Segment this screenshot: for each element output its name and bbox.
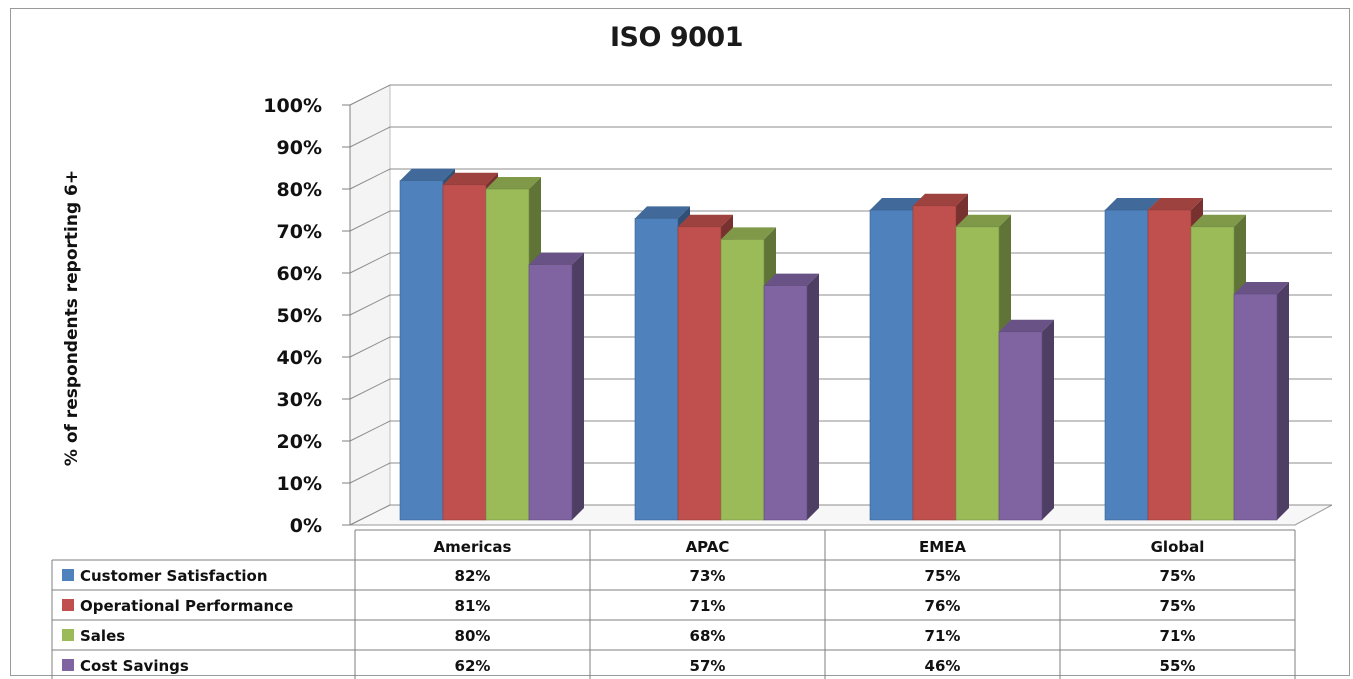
data-label: 46%	[925, 657, 961, 675]
bar-customer-satisfaction-emea	[869, 209, 914, 521]
data-label: 68%	[690, 627, 726, 645]
y-tick-label: 10%	[277, 473, 322, 495]
bar-operational-performance-americas	[442, 184, 487, 521]
data-label: 82%	[455, 567, 491, 585]
bar-cost-savings-americas	[528, 264, 573, 521]
y-tick-label: 0%	[290, 515, 322, 537]
bar-top	[443, 172, 498, 185]
bar-sales-americas	[485, 188, 530, 521]
bar-top	[999, 319, 1054, 332]
gridline	[349, 210, 1332, 232]
bar-sales-apac	[720, 239, 765, 521]
bar-top	[913, 193, 968, 206]
data-label: 62%	[455, 657, 491, 675]
data-label: 57%	[690, 657, 726, 675]
y-tick-label: 70%	[277, 221, 322, 243]
bar-customer-satisfaction-americas	[399, 180, 444, 521]
bar-operational-performance-global	[1147, 209, 1192, 521]
bar-side	[572, 252, 584, 520]
bar-top	[721, 227, 776, 240]
bar-top	[1191, 214, 1246, 227]
data-label: 75%	[1160, 597, 1196, 615]
bar-top	[870, 198, 925, 210]
bar-top	[1148, 198, 1203, 210]
legend-swatch	[62, 599, 74, 611]
y-tick-label: 40%	[277, 347, 322, 369]
gridline	[349, 252, 1332, 274]
data-label: 75%	[925, 567, 961, 585]
y-tick-label: 50%	[277, 305, 322, 327]
bar-sales-emea	[955, 226, 1000, 521]
x-tick-label: EMEA	[919, 538, 966, 556]
bar-top	[529, 252, 584, 265]
bar-top	[678, 214, 733, 227]
data-label: 71%	[690, 597, 726, 615]
data-label: 73%	[690, 567, 726, 585]
bar-top	[486, 177, 541, 189]
bar-operational-performance-apac	[677, 226, 722, 521]
data-label: 81%	[455, 597, 491, 615]
bar-top	[1234, 282, 1289, 294]
y-tick-label: 100%	[263, 95, 322, 117]
legend-swatch	[62, 659, 74, 671]
bar-cost-savings-apac	[763, 285, 808, 521]
legend-label: Cost Savings	[80, 657, 189, 675]
data-label: 71%	[1160, 627, 1196, 645]
bar-operational-performance-emea	[912, 205, 957, 521]
y-tick-label: 20%	[277, 431, 322, 453]
bar-side	[1277, 282, 1289, 520]
bar-side	[1042, 319, 1054, 520]
data-label: 75%	[1160, 567, 1196, 585]
bar-top	[400, 168, 455, 181]
x-tick-label: APAC	[686, 538, 730, 556]
x-tick-label: Global	[1151, 538, 1205, 556]
legend-label: Customer Satisfaction	[80, 567, 268, 585]
gridline	[349, 84, 1332, 106]
data-label: 55%	[1160, 657, 1196, 675]
legend-label: Sales	[80, 627, 125, 645]
bar-customer-satisfaction-apac	[634, 218, 679, 521]
bar-top	[635, 206, 690, 219]
bar-top	[1105, 198, 1160, 210]
legend-swatch	[62, 629, 74, 641]
y-tick-label: 90%	[277, 137, 322, 159]
gridline	[349, 294, 1332, 316]
data-label: 80%	[455, 627, 491, 645]
bar-sales-global	[1190, 226, 1235, 521]
bar-top	[956, 214, 1011, 227]
bar-side	[807, 273, 819, 520]
y-tick-label: 80%	[277, 179, 322, 201]
data-label: 76%	[925, 597, 961, 615]
y-tick-label: 30%	[277, 389, 322, 411]
bar-cost-savings-emea	[998, 331, 1043, 521]
gridline	[349, 168, 1332, 190]
gridline	[349, 126, 1332, 148]
legend-label: Operational Performance	[80, 597, 293, 615]
bar-cost-savings-global	[1233, 293, 1278, 521]
data-label: 71%	[925, 627, 961, 645]
legend-swatch	[62, 569, 74, 581]
y-tick-label: 60%	[277, 263, 322, 285]
x-tick-label: Americas	[434, 538, 512, 556]
bar-top	[764, 273, 819, 286]
chart-title: ISO 9001	[610, 22, 744, 53]
bar-customer-satisfaction-global	[1104, 209, 1149, 521]
